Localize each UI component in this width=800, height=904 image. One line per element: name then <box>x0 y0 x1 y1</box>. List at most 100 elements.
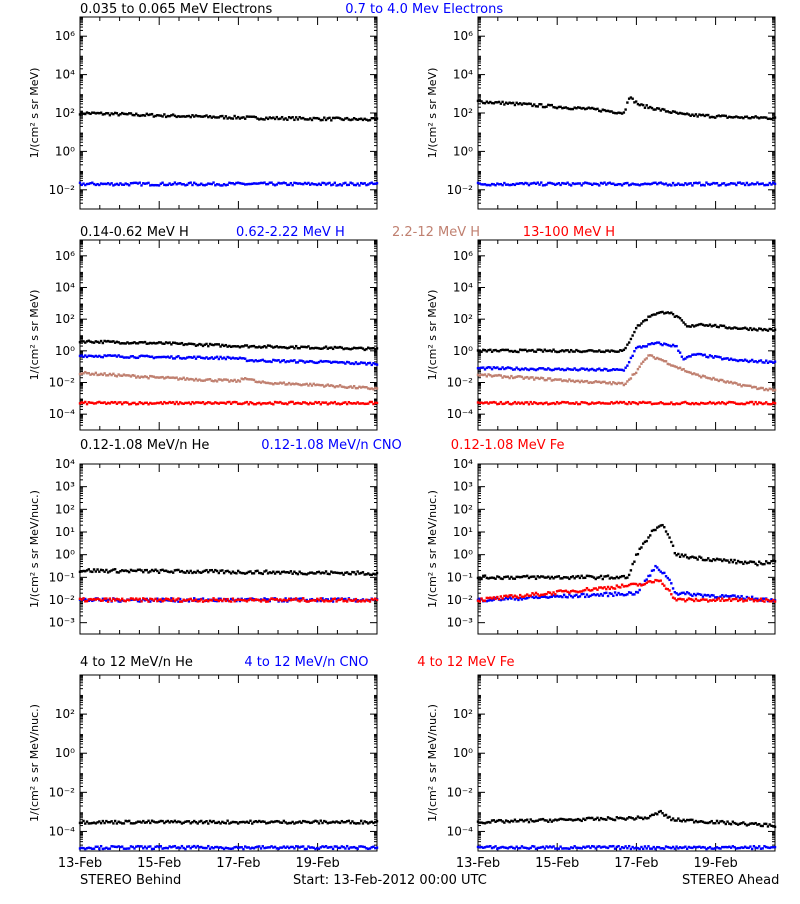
data-point <box>293 359 295 361</box>
ytick-label-3-behind-1: 10⁻² <box>49 785 76 799</box>
data-point <box>328 117 330 119</box>
data-point <box>679 317 681 319</box>
row-title-2-1: 0.12-1.08 MeV/n CNO <box>261 438 402 453</box>
data-point <box>355 573 357 575</box>
data-point <box>244 118 246 120</box>
ytick-label-1-behind-1: 10⁻² <box>49 376 76 390</box>
data-point <box>633 593 635 595</box>
data-point <box>742 563 744 565</box>
data-point <box>356 848 358 850</box>
data-point <box>95 570 97 572</box>
data-point <box>376 820 378 822</box>
data-point <box>376 117 378 119</box>
row-title-0-1: 0.7 to 4.0 Mev Electrons <box>345 2 503 17</box>
data-point <box>756 564 758 566</box>
data-point <box>262 573 264 575</box>
data-point <box>295 116 297 118</box>
ytick-label-2-ahead-7: 10⁴ <box>453 457 473 471</box>
row-title-2-0: 0.12-1.08 MeV/n He <box>80 438 209 453</box>
data-point <box>719 600 721 602</box>
data-point <box>260 847 262 849</box>
ytick-label-1-ahead-1: 10⁻² <box>447 376 474 390</box>
data-point <box>140 184 142 186</box>
data-point <box>110 182 112 184</box>
data-point <box>328 573 330 575</box>
data-point <box>96 846 98 848</box>
ytick-label-2-ahead-3: 10⁰ <box>453 548 473 562</box>
data-point <box>635 327 637 329</box>
data-point <box>110 820 112 822</box>
data-point <box>561 596 563 598</box>
ytick-label-0-ahead-2: 10² <box>453 106 473 120</box>
data-point <box>628 574 630 576</box>
data-point <box>637 591 639 593</box>
data-point <box>753 403 755 405</box>
data-point <box>751 598 753 600</box>
data-point <box>626 576 628 578</box>
data-point <box>328 182 330 184</box>
data-point <box>175 401 177 403</box>
ytick-label-1-ahead-2: 10⁰ <box>453 344 473 358</box>
data-point <box>691 184 693 186</box>
data-point <box>630 377 632 379</box>
data-point <box>735 184 737 186</box>
data-point <box>744 184 746 186</box>
data-point <box>371 401 373 403</box>
data-point <box>514 104 516 106</box>
data-point <box>640 546 642 548</box>
data-point <box>344 847 346 849</box>
data-point <box>293 119 295 121</box>
data-point <box>535 578 537 580</box>
data-point <box>630 338 632 340</box>
data-point <box>207 822 209 824</box>
data-point <box>128 571 130 573</box>
data-point <box>672 545 674 547</box>
data-point <box>501 597 503 599</box>
data-point <box>605 588 607 590</box>
data-point <box>191 184 193 186</box>
data-point <box>631 334 633 336</box>
data-point <box>624 383 626 385</box>
data-point <box>644 107 646 109</box>
data-point <box>114 568 116 570</box>
data-point <box>751 596 753 598</box>
data-point <box>216 356 218 358</box>
data-point <box>653 569 655 571</box>
data-point <box>348 184 350 186</box>
data-point <box>623 369 625 371</box>
data-point <box>774 328 776 330</box>
data-point <box>84 401 86 403</box>
ytick-label-2-ahead-5: 10² <box>453 502 473 516</box>
data-point <box>763 563 765 565</box>
data-point <box>109 847 111 849</box>
data-point <box>630 569 632 571</box>
data-point <box>355 598 357 600</box>
data-point <box>334 597 336 599</box>
data-point <box>239 380 241 382</box>
data-point <box>341 598 343 600</box>
data-point <box>677 553 679 555</box>
series-1-behind-3 <box>79 401 378 406</box>
data-point <box>531 376 533 378</box>
data-point <box>149 822 151 824</box>
data-point <box>358 184 360 186</box>
data-point <box>123 822 125 824</box>
data-point <box>707 557 709 559</box>
data-point <box>695 113 697 115</box>
ytick-label-1-behind-5: 10⁶ <box>55 249 75 263</box>
row-title-3-0: 4 to 12 MeV/n He <box>80 655 193 670</box>
series-0-ahead-1 <box>477 181 776 186</box>
data-point <box>774 183 776 185</box>
data-point <box>321 119 323 121</box>
data-point <box>139 181 141 183</box>
data-point <box>602 594 604 596</box>
ytick-label-1-ahead-0: 10⁻⁴ <box>447 407 474 421</box>
data-point <box>230 600 232 602</box>
ytick-label-3-ahead-2: 10⁰ <box>453 746 473 760</box>
data-point <box>672 313 674 315</box>
data-point <box>479 600 481 602</box>
data-point <box>668 536 670 538</box>
data-point <box>626 182 628 184</box>
data-point <box>349 573 351 575</box>
data-point <box>638 589 640 591</box>
